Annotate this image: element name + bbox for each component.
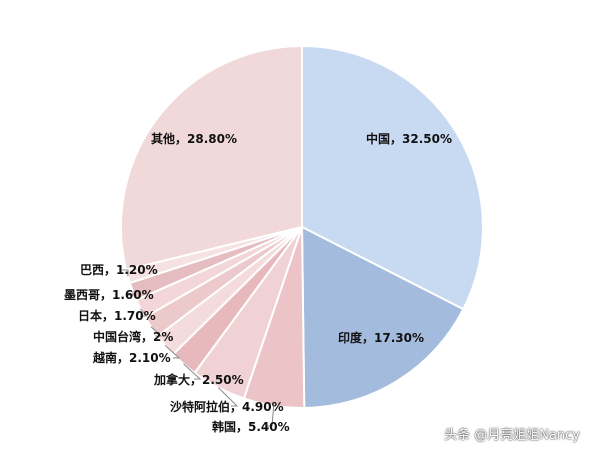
slice-label-6: 中国台湾，2%: [93, 329, 173, 344]
slice-label-3: 沙特阿拉伯，4.90%: [170, 399, 284, 414]
slice-label-1: 印度，17.30%: [338, 330, 424, 345]
slice-label-4: 加拿大，2.50%: [153, 372, 244, 387]
pie-slice-0: [301, 44, 484, 311]
leader-line-4: [183, 363, 202, 380]
slice-label-5: 越南，2.10%: [92, 350, 171, 365]
slice-label-9: 巴西，1.20%: [80, 263, 158, 277]
pie-slice-10: [119, 44, 303, 272]
pie-slice-1: [300, 225, 465, 410]
leader-line-5: [164, 345, 181, 359]
slice-label-0: 中国，32.50%: [366, 131, 452, 146]
leader-line-7: [140, 308, 148, 317]
slice-label-7: 日本，1.70%: [78, 308, 156, 323]
slice-label-10: 其他，28.80%: [151, 131, 237, 146]
slice-label-8: 墨西哥，1.60%: [64, 288, 154, 302]
leader-lines: [122, 269, 275, 427]
leader-line-6: [150, 326, 163, 337]
leader-line-2: [266, 405, 275, 427]
pie-slices: [119, 44, 484, 410]
leader-line-3: [217, 387, 239, 407]
slice-label-2: 韩国，5.40%: [212, 419, 290, 434]
slice-labels: 中国，32.50% 印度，17.30% 韩国，5.40% 沙特阿拉伯，4.90% 加拿大…: [64, 131, 452, 434]
leader-line-9: [122, 269, 129, 277]
leader-line-8: [127, 291, 134, 296]
watermark-text: 头条 @月亮姐姐Nancy: [444, 428, 580, 443]
